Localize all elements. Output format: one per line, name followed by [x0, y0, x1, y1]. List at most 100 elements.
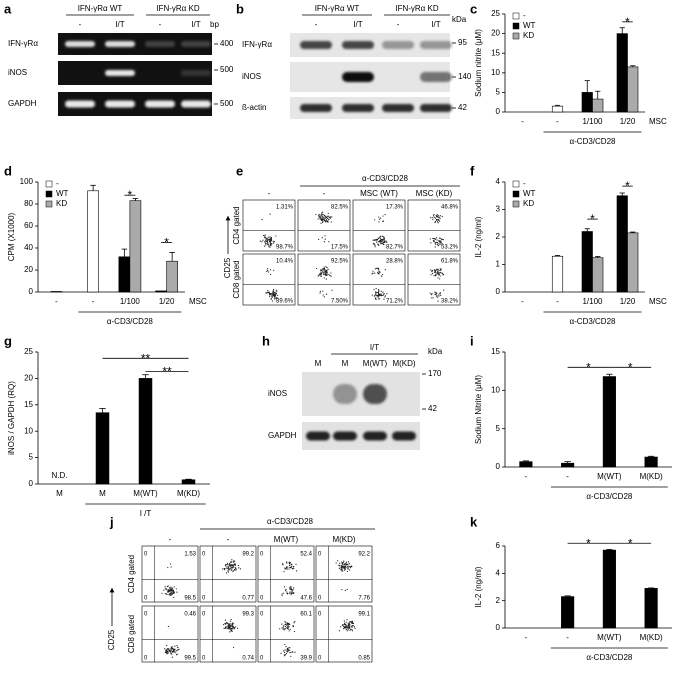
event-dot [231, 559, 233, 561]
event-dot [321, 268, 324, 270]
event-dot [325, 278, 327, 280]
event-dot [166, 652, 168, 655]
y-tick-label: 0 [496, 287, 501, 296]
event-dot [224, 622, 226, 625]
event-dot [376, 267, 378, 269]
event-dot [262, 239, 264, 241]
event-dot [291, 588, 293, 591]
event-dot [267, 236, 269, 238]
event-dot [331, 289, 333, 291]
event-dot [375, 295, 378, 297]
event-dot [231, 561, 233, 563]
band [300, 104, 332, 112]
y-tick-label: 0 [496, 623, 501, 632]
x-tick-label: - [55, 297, 58, 306]
event-dot [284, 589, 287, 592]
quadrant-value: 99.5 [184, 656, 196, 662]
event-dot [234, 563, 236, 565]
event-dot [343, 560, 345, 562]
event-dot [345, 561, 348, 563]
event-dot [430, 293, 433, 296]
event-dot [325, 272, 328, 274]
event-dot [264, 236, 267, 238]
flow-plot [407, 199, 461, 252]
event-dot [384, 269, 386, 271]
event-dot [293, 565, 295, 568]
event-dot [354, 627, 356, 629]
row-label: iNOS [268, 389, 287, 398]
event-dot [167, 591, 169, 593]
event-dot [233, 561, 235, 563]
event-dot [292, 626, 294, 628]
quadrant-value: 0 [202, 656, 206, 662]
flow-plot [297, 199, 351, 252]
event-dot [381, 273, 384, 276]
event-dot [429, 238, 431, 240]
column-label: MSC (KD) [416, 189, 453, 198]
event-dot [439, 241, 441, 243]
event-dot [340, 569, 342, 571]
event-dot [274, 298, 276, 300]
event-dot [440, 272, 442, 274]
event-dot [326, 274, 328, 276]
event-dot [277, 294, 279, 296]
column-label: - [268, 189, 271, 198]
event-dot [437, 272, 439, 274]
x-tick-label: - [525, 633, 528, 642]
lane-label: M(KD) [392, 359, 415, 368]
event-dot [290, 566, 292, 568]
event-dot [331, 216, 333, 218]
event-dot [326, 272, 329, 274]
legend-swatch [512, 200, 520, 208]
event-dot [264, 235, 266, 237]
event-dot [373, 219, 376, 221]
event-dot [286, 624, 288, 626]
event-dot [272, 294, 275, 297]
event-dot [431, 292, 433, 295]
event-dot [384, 213, 386, 216]
x-tick-label: M(WT) [133, 489, 158, 498]
unit-label: kDa [452, 15, 467, 24]
event-dot [228, 568, 230, 570]
event-dot [326, 215, 328, 217]
event-dot [375, 297, 377, 299]
event-dot [293, 587, 295, 589]
event-dot [442, 273, 445, 275]
event-dot [172, 590, 175, 592]
lane-label: - [315, 20, 318, 29]
event-dot [322, 294, 324, 296]
event-dot [326, 217, 329, 220]
event-dot [229, 569, 231, 571]
quadrant-value: 10.4% [276, 259, 294, 265]
event-dot [351, 622, 353, 625]
event-dot [282, 627, 284, 629]
event-dot [329, 216, 331, 218]
event-dot [227, 571, 230, 573]
event-dot [289, 566, 291, 569]
y-tick-label: 15 [491, 347, 500, 356]
quadrant-value: 0 [260, 612, 264, 618]
event-dot [290, 587, 292, 589]
quadrant-value: 46.8% [441, 205, 459, 211]
bar [551, 255, 564, 293]
event-dot [437, 214, 439, 217]
event-dot [346, 630, 348, 632]
event-dot [290, 655, 292, 657]
event-dot [434, 237, 436, 240]
event-dot [271, 300, 273, 302]
event-dot [439, 269, 442, 271]
event-dot [273, 296, 276, 298]
event-dot [380, 290, 382, 292]
event-dot [322, 211, 324, 213]
event-dot [432, 297, 434, 299]
event-dot [288, 626, 290, 628]
event-dot [432, 215, 435, 217]
bar [644, 456, 658, 468]
event-dot [228, 627, 231, 629]
legend-swatch [45, 180, 53, 188]
band [363, 431, 387, 441]
event-dot [287, 628, 290, 630]
event-dot [231, 628, 234, 630]
event-dot [345, 624, 347, 627]
event-dot [440, 294, 442, 296]
